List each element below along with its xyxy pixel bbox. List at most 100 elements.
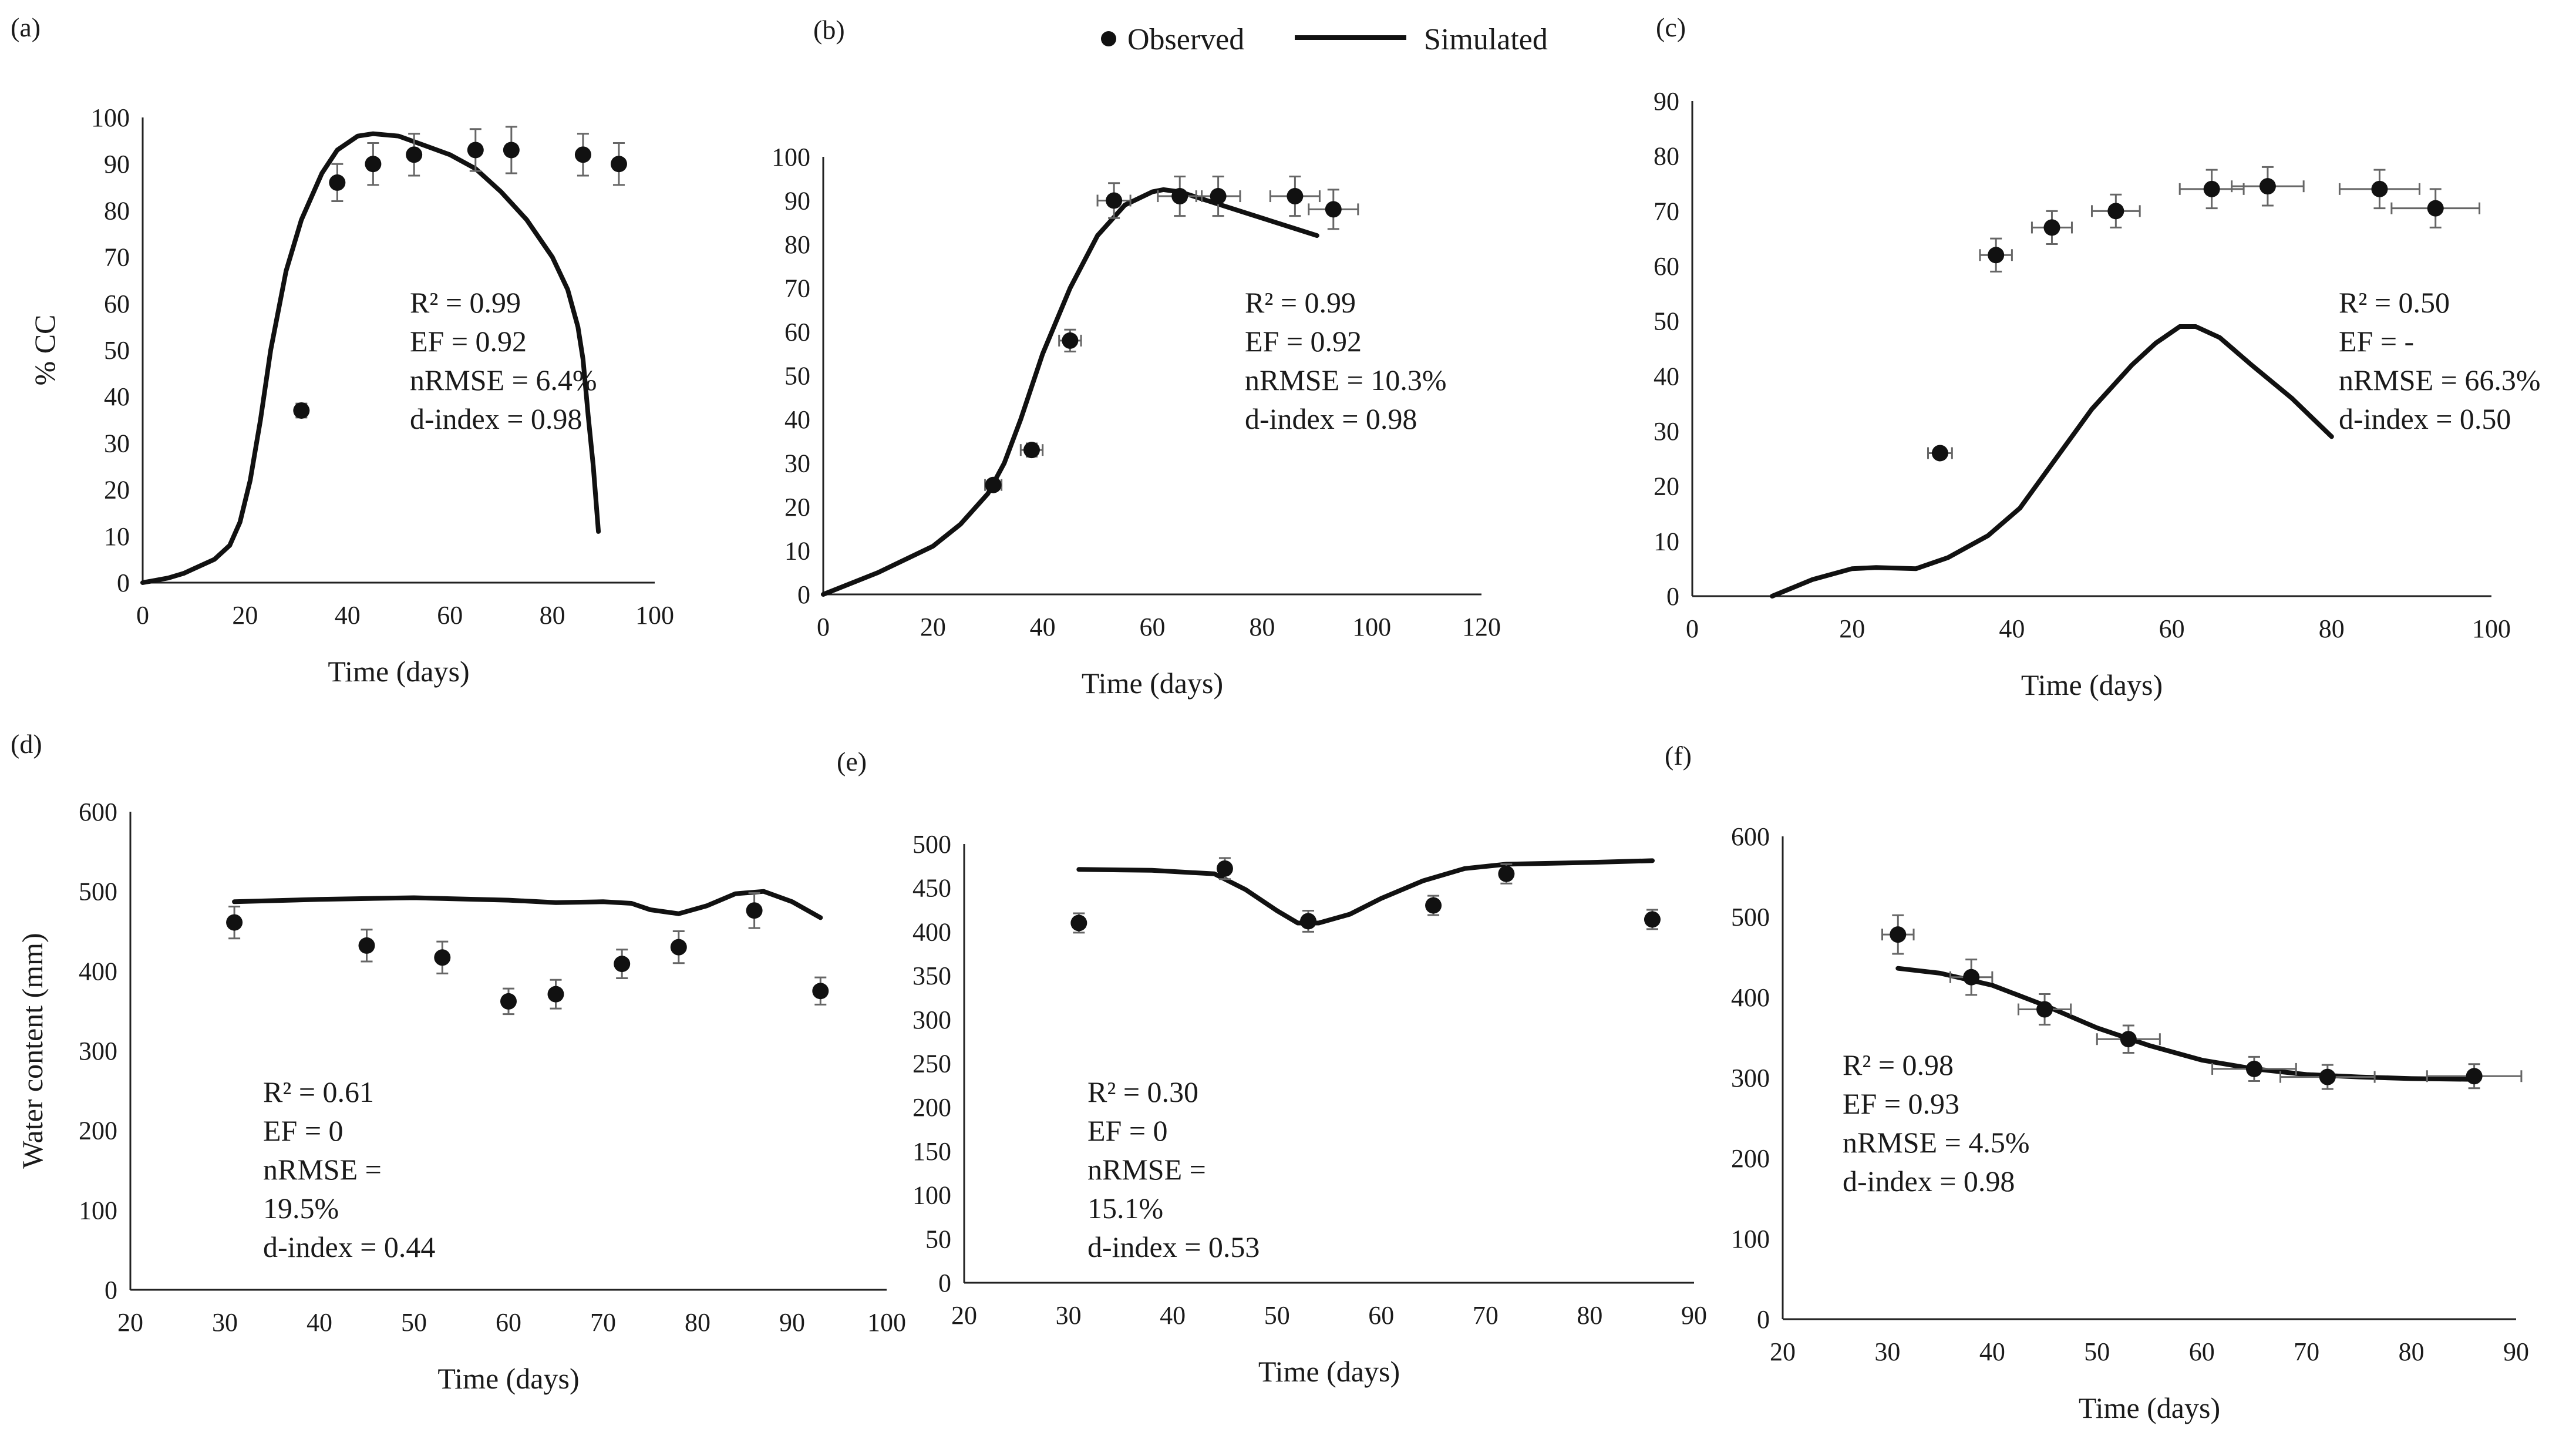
stat-annotation: nRMSE = 6.4% — [410, 364, 597, 396]
y-tick-label: 400 — [1731, 983, 1770, 1012]
y-tick-label: 0 — [797, 580, 810, 609]
x-axis-title: Time (days) — [2079, 1391, 2220, 1424]
y-axis-title: % CC — [28, 315, 61, 386]
x-tick-label: 0 — [1686, 614, 1699, 643]
x-tick-label: 40 — [335, 601, 361, 630]
y-tick-label: 90 — [1654, 87, 1679, 116]
stat-annotation: nRMSE = — [263, 1153, 382, 1186]
simulated-line — [232, 889, 823, 920]
y-tick-label: 400 — [79, 957, 117, 986]
panel-label-a: (a) — [11, 12, 41, 42]
x-tick-label: 100 — [2472, 614, 2511, 643]
observed-point — [2319, 1068, 2336, 1085]
stat-annotation: EF = 0.92 — [1245, 325, 1362, 358]
y-tick-label: 300 — [912, 1006, 951, 1034]
y-tick-label: 40 — [784, 405, 810, 434]
y-tick-label: 40 — [1654, 362, 1679, 391]
y-tick-label: 40 — [104, 382, 130, 411]
panel-b: (b) 0 10 20 30 40 50 60 70 80 90 100 0 20 40 60 80 100 12… — [772, 15, 1501, 700]
observed-point — [1216, 860, 1233, 877]
observed-point — [467, 142, 484, 159]
stat-annotation: nRMSE = 66.3% — [2339, 364, 2541, 396]
observed-point — [1287, 188, 1304, 205]
observed-point — [365, 156, 382, 173]
x-tick-label: 60 — [2189, 1337, 2215, 1366]
stat-annotation: EF = 0 — [1087, 1114, 1168, 1147]
x-tick-label: 30 — [212, 1308, 238, 1337]
y-tick-label: 200 — [1731, 1144, 1770, 1173]
y-tick-label: 90 — [784, 187, 810, 216]
observed-point — [2427, 200, 2444, 217]
observed-point — [503, 142, 520, 159]
observed-point — [1070, 914, 1087, 932]
observed-point — [574, 146, 591, 163]
y-tick-label: 70 — [784, 274, 810, 303]
panel-f: (f) 0 100 200 300 400 500 600 20 30 40 50 60 70 80 90 T… — [1665, 741, 2529, 1424]
panel-c: (c) 0 10 20 30 40 50 60 70 80 90 0 20 40 60 80 100 Time … — [1654, 12, 2541, 701]
stat-annotation: nRMSE = 4.5% — [1843, 1126, 2030, 1159]
panel-a: (a) 0 10 20 30 40 50 60 70 80 90 100 0 20 40 60 80 100 Ti… — [11, 12, 674, 688]
x-axis-title: Time (days) — [437, 1362, 579, 1395]
stat-annotation: d-index = 0.98 — [1245, 402, 1417, 435]
x-tick-label: 20 — [920, 613, 946, 641]
y-tick-label: 80 — [784, 230, 810, 259]
panel-label-d: (d) — [11, 729, 42, 759]
x-tick-label: 100 — [1352, 613, 1391, 641]
panel-e: (e) 0 50 100 150 200 250 300 350 400 450 500 20 30 40… — [837, 747, 1707, 1388]
legend-observed-marker — [1101, 31, 1116, 46]
y-axis-title: Water content (mm) — [16, 933, 49, 1168]
y-tick-label: 0 — [117, 569, 130, 597]
simulated-line — [140, 131, 601, 585]
x-tick-label: 20 — [1839, 614, 1865, 643]
panel-label-c: (c) — [1656, 12, 1686, 42]
legend-observed-label: Observed — [1127, 23, 1244, 56]
x-axis-title: Time (days) — [1082, 667, 1223, 700]
y-tick-label: 450 — [912, 874, 951, 903]
x-tick-label: 70 — [2294, 1337, 2319, 1366]
y-tick-label: 50 — [784, 362, 810, 391]
x-tick-label: 60 — [1140, 613, 1166, 641]
observed-point — [1498, 865, 1515, 882]
observed-point — [1106, 192, 1123, 209]
y-tick-label: 60 — [1654, 252, 1679, 281]
simulated-line — [1076, 858, 1655, 926]
x-tick-label: 70 — [590, 1308, 616, 1337]
y-tick-label: 500 — [912, 830, 951, 859]
x-tick-label: 90 — [1681, 1301, 1707, 1330]
stat-annotation: EF = 0.92 — [410, 325, 527, 358]
stat-annotation: d-index = 0.98 — [410, 402, 582, 435]
observed-point — [2036, 1001, 2053, 1018]
x-tick-label: 80 — [540, 601, 565, 630]
x-tick-label: 50 — [401, 1308, 427, 1337]
observed-point — [2259, 178, 2276, 195]
observed-point — [2043, 219, 2060, 236]
observed-point — [985, 476, 1002, 493]
y-tick-label: 60 — [784, 318, 810, 347]
x-tick-label: 40 — [1160, 1301, 1186, 1330]
y-tick-label: 100 — [79, 1196, 117, 1225]
y-tick-label: 500 — [1731, 903, 1770, 932]
stat-annotation: d-index = 0.53 — [1087, 1230, 1260, 1263]
x-tick-label: 90 — [2503, 1337, 2529, 1366]
y-tick-label: 200 — [79, 1117, 117, 1145]
x-axis-title: Time (days) — [328, 655, 469, 688]
y-tick-label: 70 — [1654, 197, 1679, 226]
y-tick-label: 600 — [79, 798, 117, 826]
x-tick-label: 0 — [817, 613, 830, 641]
stat-annotation: d-index = 0.50 — [2339, 402, 2511, 435]
y-tick-label: 50 — [104, 336, 130, 365]
observed-point — [500, 993, 517, 1010]
y-tick-label: 10 — [784, 537, 810, 566]
panel-label-f: (f) — [1665, 741, 1692, 771]
x-tick-label: 100 — [867, 1308, 906, 1337]
y-tick-label: 10 — [1654, 527, 1679, 556]
stat-annotation: 15.1% — [1087, 1192, 1163, 1225]
x-tick-label: 20 — [117, 1308, 143, 1337]
x-tick-label: 80 — [2319, 614, 2345, 643]
observed-point — [1325, 201, 1342, 218]
y-tick-label: 10 — [104, 522, 130, 551]
y-tick-label: 100 — [1731, 1225, 1770, 1253]
x-tick-label: 70 — [1473, 1301, 1499, 1330]
x-tick-label: 60 — [437, 601, 463, 630]
